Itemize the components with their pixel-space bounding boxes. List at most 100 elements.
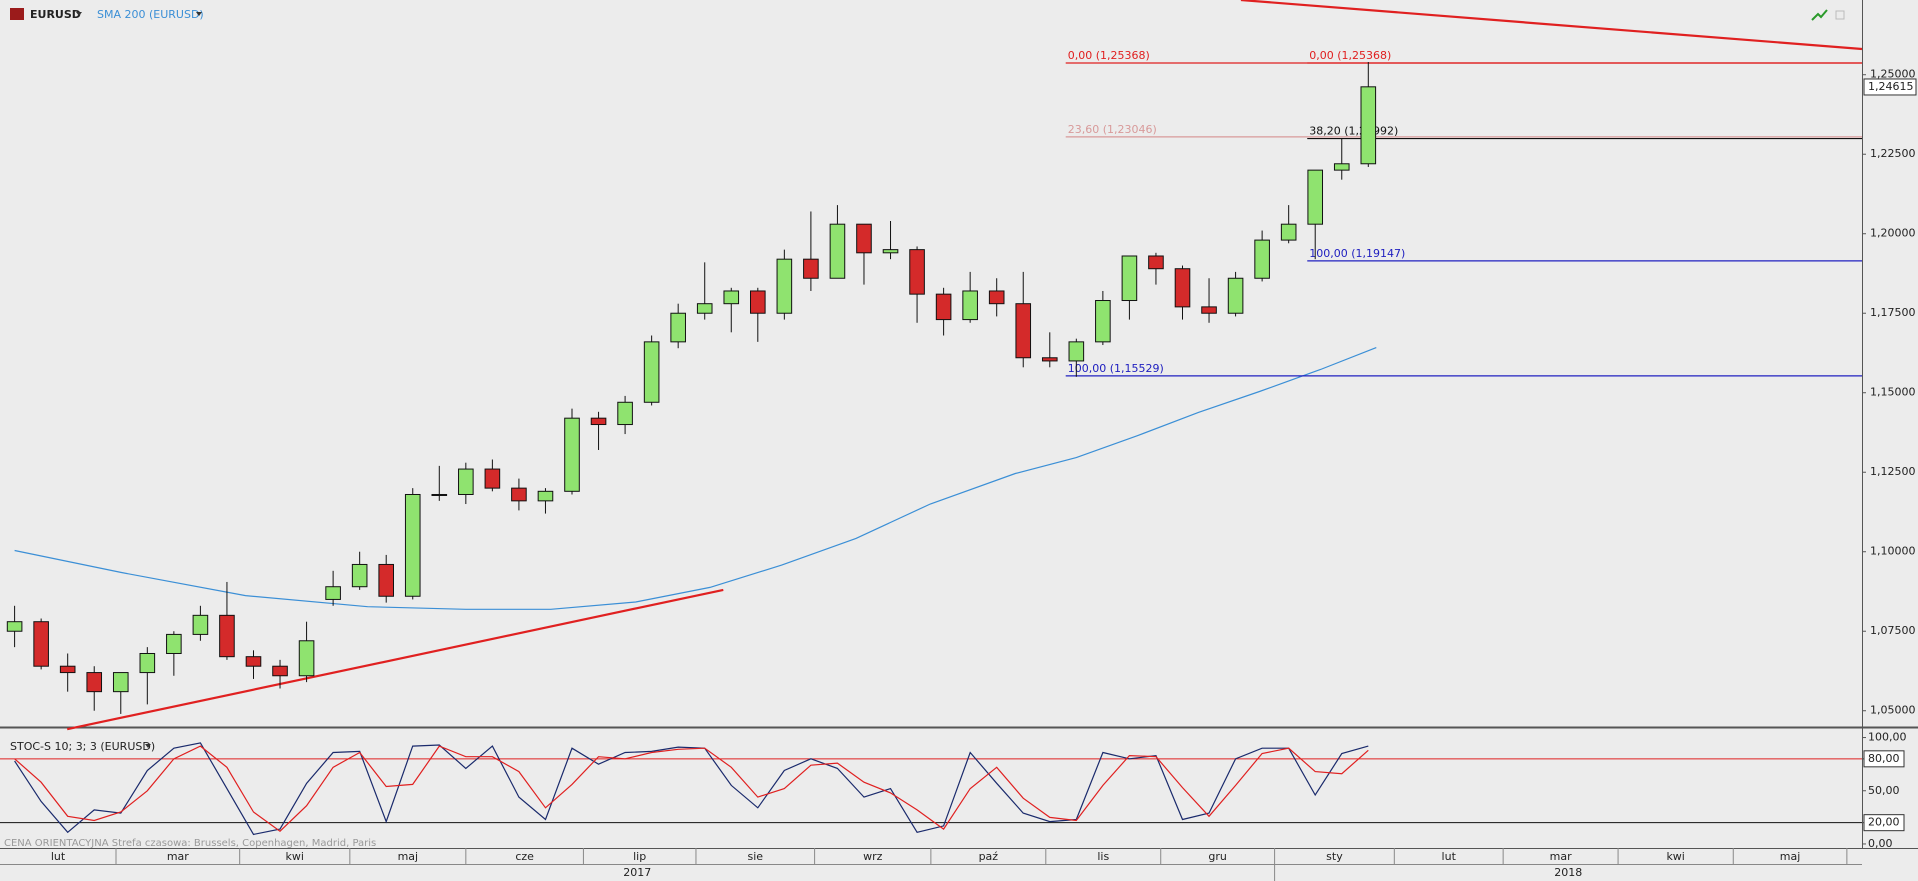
month-label: mar: [167, 850, 189, 863]
candle-body: [617, 401, 633, 426]
candle-body: [803, 258, 819, 279]
candle-body: [696, 303, 713, 314]
fib-label: 23,60 (1,23046): [1068, 123, 1157, 136]
candle-body: [1068, 341, 1085, 362]
stochastic-tick-box: [1863, 814, 1905, 832]
candle-body: [829, 223, 846, 279]
fib-label: 0,00 (1,25368): [1309, 49, 1391, 62]
candle-body: [643, 341, 660, 403]
candle-body: [325, 586, 341, 600]
month-label: lip: [633, 850, 646, 863]
month-label: kwi: [286, 850, 304, 863]
trend-icon[interactable]: [1811, 9, 1828, 21]
dropdown-arrow[interactable]: [145, 744, 151, 748]
candle-body: [192, 614, 209, 635]
candle-body: [856, 223, 872, 254]
year-label: 2018: [1554, 866, 1582, 879]
candle-body: [351, 563, 368, 588]
y-tick-label: 1,12500: [1870, 465, 1916, 478]
candle-body: [245, 656, 262, 667]
sma-line: [14, 347, 1377, 610]
candle-body: [272, 665, 288, 677]
candle-body: [219, 614, 235, 658]
month-label: lut: [51, 850, 66, 863]
dropdown-arrow[interactable]: [76, 12, 82, 16]
instrument-title[interactable]: EURUSD: [30, 8, 81, 21]
trendline: [66, 588, 724, 731]
month-label: sty: [1326, 850, 1343, 863]
candle-body: [564, 417, 580, 492]
candle-body: [1360, 86, 1377, 165]
stochastic-tick-label: 50,00: [1868, 784, 1900, 797]
candle-body: [1095, 300, 1111, 343]
candle-body: [1041, 357, 1058, 362]
candle-body: [298, 640, 315, 677]
instrument-icon[interactable]: [10, 8, 24, 20]
y-tick-label: 1,07500: [1870, 624, 1916, 637]
fib-label: 38,20 (1,22992): [1309, 125, 1398, 138]
month-label: lis: [1097, 850, 1109, 863]
month-label: maj: [1780, 850, 1801, 863]
candle-body: [1015, 303, 1032, 359]
month-label: lut: [1442, 850, 1457, 863]
stochastic-tick-label: 80,00: [1868, 752, 1900, 765]
y-tick-label: 1,15000: [1870, 386, 1916, 399]
month-label: wrz: [863, 850, 883, 863]
candle-body: [962, 290, 978, 321]
candle-body: [1174, 268, 1191, 308]
candle-body: [404, 493, 421, 597]
dropdown-arrow[interactable]: [196, 12, 202, 16]
y-tick-label: 1,20000: [1870, 227, 1916, 240]
candle-body: [86, 672, 103, 693]
y-tick-label: 1,05000: [1870, 704, 1916, 717]
candle-body: [458, 468, 474, 495]
month-label: gru: [1208, 850, 1226, 863]
candle-body: [909, 249, 925, 295]
month-label: kwi: [1666, 850, 1684, 863]
fib-label: 0,00 (1,25368): [1068, 49, 1150, 62]
candle-body: [1333, 163, 1350, 171]
candle-body: [537, 490, 554, 502]
indicator-title[interactable]: SMA 200 (EURUSD): [97, 8, 204, 21]
trendline: [1240, 0, 1863, 51]
candle-body: [882, 249, 899, 254]
candle-body: [935, 293, 952, 321]
candle-body: [1148, 255, 1164, 270]
y-tick-label: 1,17500: [1870, 306, 1916, 319]
last-price-box: [1863, 78, 1917, 96]
y-tick-label: 1,10000: [1870, 545, 1916, 558]
month-label: cze: [515, 850, 534, 863]
month-label: mar: [1550, 850, 1572, 863]
candle-body: [59, 665, 76, 674]
stochastic-line: [14, 745, 1369, 832]
candle-body: [723, 290, 740, 305]
stochastic-tick-box: [1863, 750, 1905, 768]
candle-body: [378, 563, 395, 597]
month-label: paź: [979, 850, 999, 863]
candle-body: [1121, 255, 1138, 302]
candle-body: [988, 290, 1005, 305]
window-icon[interactable]: [1835, 10, 1845, 20]
footer-note: CENA ORIENTACYJNA Strefa czasowa: Brusse…: [4, 838, 376, 849]
candle-body: [1201, 306, 1217, 314]
y-tick-label: 1,25000: [1870, 68, 1916, 81]
month-label: sie: [748, 850, 764, 863]
stochastic-title[interactable]: STOC-S 10; 3; 3 (EURUSD): [10, 740, 155, 753]
fib-label: 100,00 (1,19147): [1309, 247, 1405, 260]
fib-label: 100,00 (1,15529): [1068, 362, 1164, 375]
year-label: 2017: [623, 866, 651, 879]
candle-body: [670, 312, 686, 343]
stochastic-tick-label: 20,00: [1868, 816, 1900, 829]
candle-body: [33, 621, 49, 667]
month-label: maj: [398, 850, 419, 863]
stochastic-tick-label: 0,00: [1868, 837, 1893, 850]
candle-body: [6, 621, 23, 632]
stochastic-tick-label: 100,00: [1868, 731, 1907, 744]
last-price-label: 1,24615: [1868, 80, 1914, 93]
candle-body: [166, 633, 182, 654]
candle-body: [139, 652, 156, 674]
candle-body: [511, 487, 527, 502]
